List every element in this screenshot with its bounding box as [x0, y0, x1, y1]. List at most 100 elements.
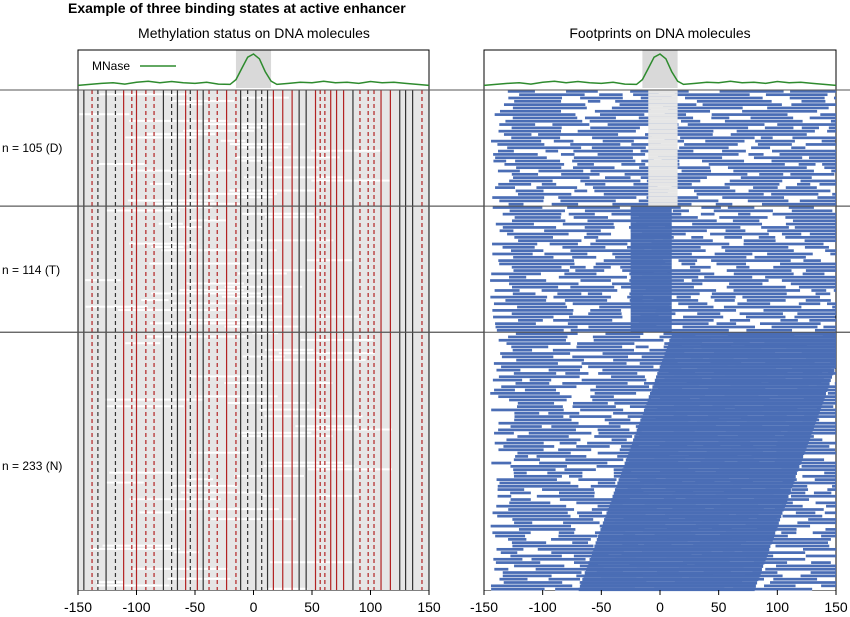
footprint-block — [514, 415, 564, 418]
footprint-block — [492, 252, 533, 256]
footprint-block — [569, 265, 586, 269]
footprint-block — [785, 186, 817, 189]
footprint-block — [562, 222, 614, 226]
unprotected-stretch — [182, 129, 255, 132]
footprint-block — [791, 146, 806, 150]
footprint-block — [541, 182, 557, 186]
footprint-block — [602, 139, 634, 143]
footprint-block — [776, 451, 836, 455]
accessible-center — [648, 169, 678, 173]
footprint-block — [512, 285, 559, 289]
unprotected-stretch — [105, 209, 181, 212]
footprint-block — [503, 103, 586, 106]
footprint-block — [549, 242, 578, 246]
nucleosome-block — [640, 418, 817, 422]
footprint-block — [529, 378, 552, 382]
footprint-block — [767, 538, 831, 541]
footprint-block — [580, 179, 641, 183]
footprint-block — [694, 189, 736, 193]
unprotected-stretch — [167, 577, 231, 580]
footprint-block — [814, 328, 836, 332]
nucleosome-block — [623, 465, 800, 469]
footprint-block — [781, 504, 803, 508]
footprint-block — [558, 448, 592, 452]
footprint-block — [589, 119, 651, 123]
footprint-block — [782, 514, 823, 518]
nucleosome-block — [636, 428, 813, 432]
footprint-block — [771, 159, 836, 163]
footprint-block — [492, 196, 545, 199]
footprint-block — [685, 96, 763, 100]
footprint-block — [594, 109, 651, 113]
footprint-block — [548, 411, 580, 415]
footprint-block — [535, 567, 604, 571]
footprint-block — [638, 322, 709, 326]
footprint-block — [587, 99, 601, 103]
nucleosome-block — [630, 445, 807, 449]
footprint-block — [792, 136, 836, 140]
unprotected-stretch — [192, 192, 277, 195]
accessible-center — [648, 172, 678, 177]
accessible-center — [648, 96, 678, 100]
nucleosome-block — [613, 491, 790, 495]
footprint-block — [510, 554, 562, 558]
footprint-block — [603, 192, 668, 196]
footprint-block — [826, 504, 836, 508]
footprint-block — [514, 418, 572, 422]
footprint-block — [765, 275, 836, 279]
footprint-block — [788, 206, 814, 209]
footprint-block — [746, 299, 786, 302]
footprint-block — [599, 93, 623, 97]
footprint-block — [607, 123, 679, 126]
footprint-block — [514, 411, 540, 415]
footprint-panel: -150 -100 -50 0 50 100 150 — [0, 49, 850, 615]
footprint-block — [490, 295, 548, 299]
footprint-block — [576, 445, 610, 448]
unprotected-stretch — [266, 461, 345, 464]
tf-footprint — [630, 302, 672, 306]
footprint-block — [663, 106, 743, 110]
footprint-block — [499, 199, 544, 203]
footprint-block — [774, 461, 836, 465]
footprint-block — [498, 428, 576, 432]
footprint-block — [727, 166, 807, 170]
footprint-block — [508, 538, 527, 541]
footprint-block — [501, 355, 554, 359]
footprint-block — [494, 567, 509, 571]
footprint-block — [558, 196, 637, 199]
footprint-block — [495, 322, 536, 326]
footprint-block — [565, 372, 589, 375]
footprint-block — [577, 129, 636, 133]
x-tick-label: -100 — [122, 599, 150, 615]
footprint-block — [753, 156, 803, 160]
unprotected-stretch — [220, 139, 246, 142]
footprint-block — [493, 557, 523, 561]
footprint-block — [500, 352, 571, 355]
footprint-block — [746, 557, 806, 561]
unprotected-stretch — [146, 133, 216, 136]
footprint-block — [785, 216, 836, 219]
footprint-block — [494, 289, 520, 292]
footprint-block — [517, 435, 569, 438]
footprint-block — [821, 534, 836, 538]
footprint-block — [597, 428, 630, 432]
footprint-block — [746, 328, 793, 332]
accessible-center — [648, 139, 678, 144]
footprint-block — [832, 192, 836, 196]
unprotected-stretch — [248, 269, 321, 272]
footprint-block — [498, 338, 566, 342]
nucleosome-block — [671, 332, 836, 336]
footprint-block — [743, 239, 776, 243]
footprint-block — [495, 156, 547, 160]
footprint-block — [803, 411, 836, 415]
footprint-block — [627, 415, 643, 418]
footprint-block — [654, 282, 703, 286]
accessible-center — [648, 192, 678, 197]
footprint-block — [761, 202, 836, 206]
footprint-block — [759, 322, 821, 326]
footprint-block — [710, 232, 769, 236]
x-tick-label: 150 — [824, 599, 848, 615]
footprint-block — [576, 501, 627, 505]
footprint-block — [632, 318, 714, 322]
footprint-block — [496, 368, 521, 372]
